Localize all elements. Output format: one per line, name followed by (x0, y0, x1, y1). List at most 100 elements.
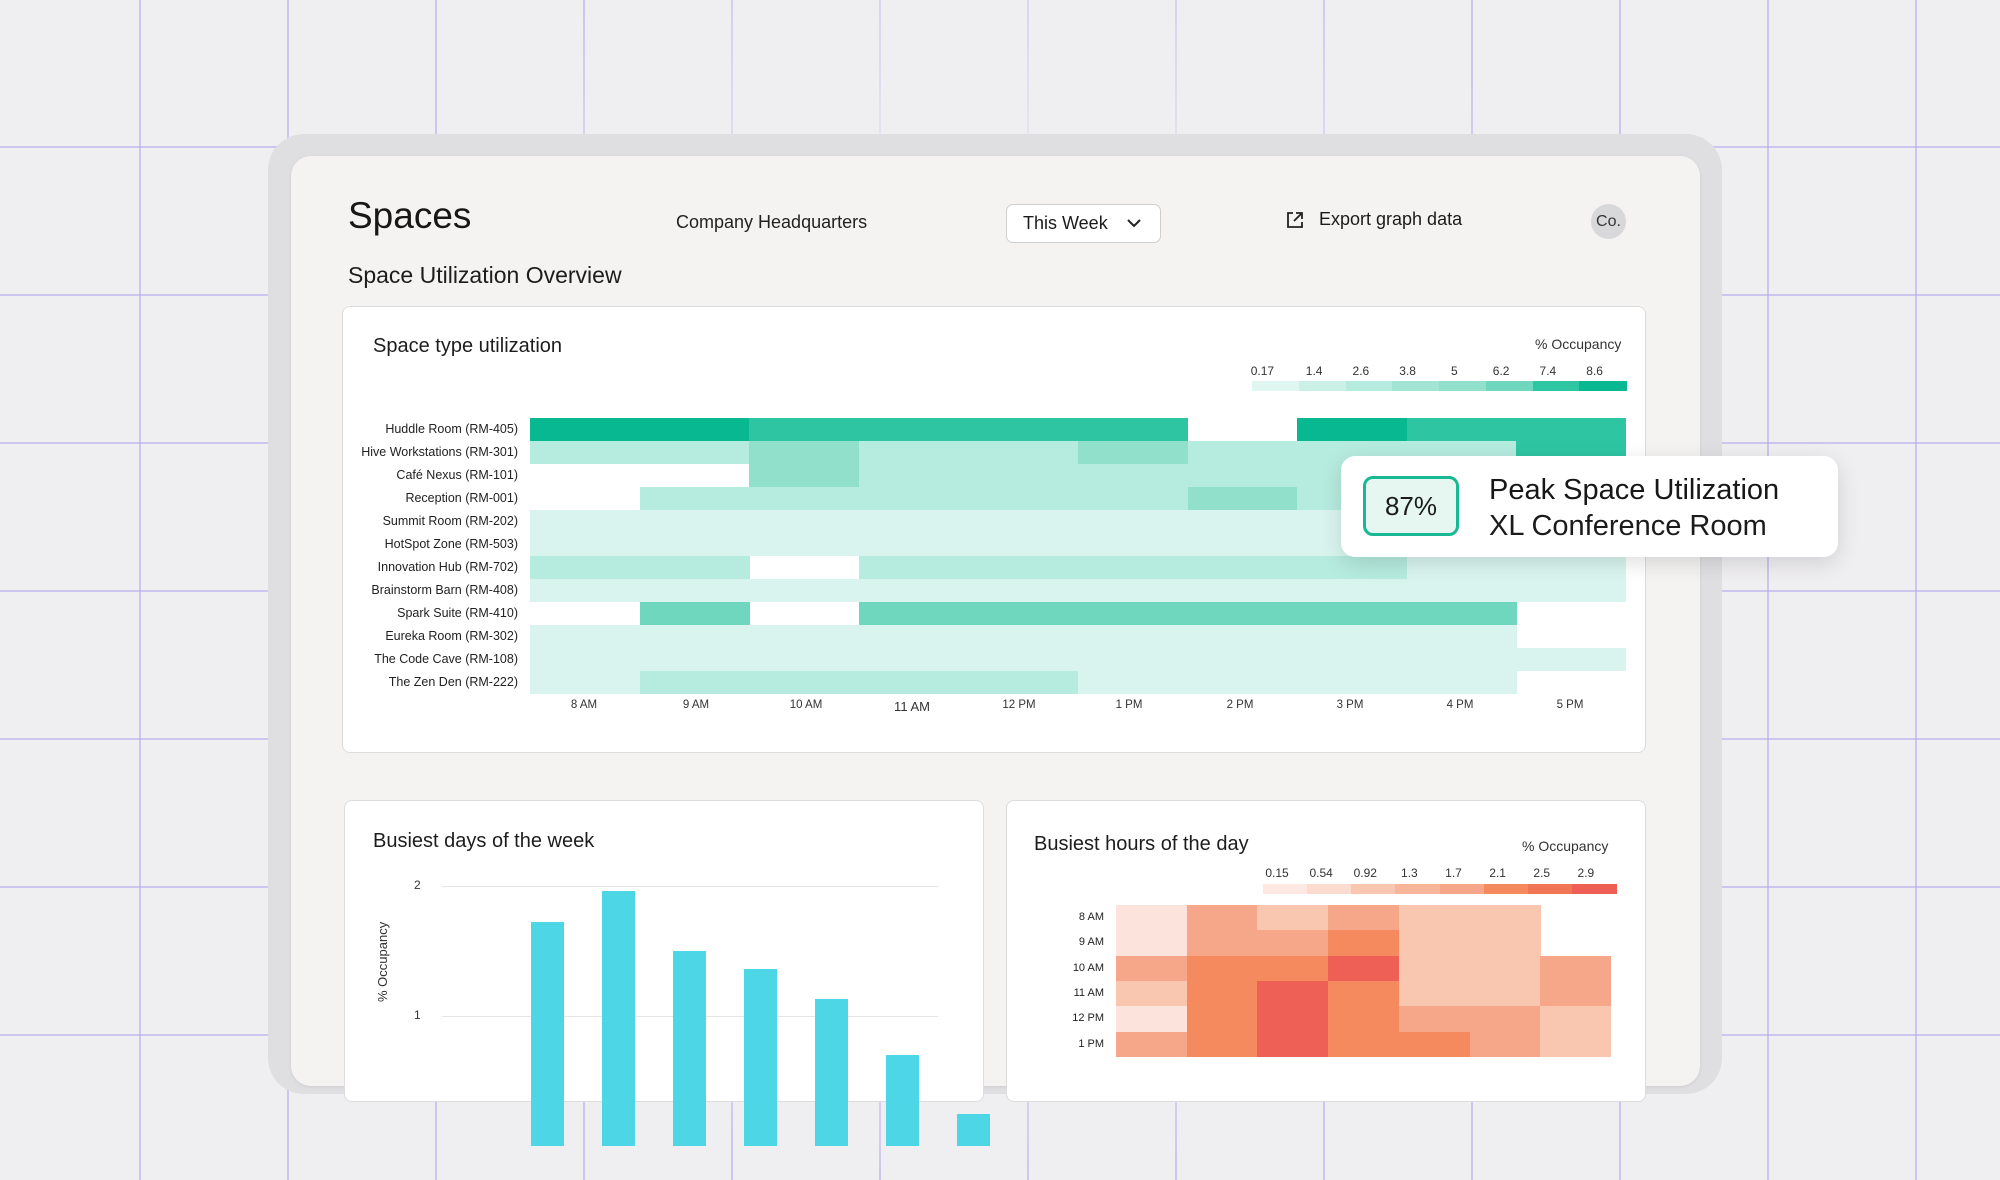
legend-tick: 2.6 (1352, 364, 1370, 378)
row-label: Reception (RM-001) (405, 491, 518, 505)
x-tick-label: 8 AM (570, 699, 598, 711)
heatmap-cell (858, 579, 969, 602)
heatmap-cell (1469, 1006, 1541, 1032)
heatmap-cell (1328, 1006, 1400, 1032)
heatmap-cell (1187, 602, 1298, 625)
location-label[interactable]: Company Headquarters (676, 212, 868, 232)
heatmap-cell (749, 418, 860, 441)
heatmap-cell (858, 625, 969, 648)
legend-tick: 1.3 (1401, 866, 1418, 880)
heatmap-cell (749, 533, 860, 556)
legend-swatch (1527, 884, 1573, 894)
heatmap-cell (1078, 671, 1189, 694)
legend-tick: 6.2 (1492, 364, 1510, 378)
heatmap-cell (1516, 556, 1627, 579)
heatmap-cell (1328, 930, 1400, 957)
export-graph-data-button[interactable]: Export graph data (1285, 209, 1462, 230)
legend-swatch (1298, 381, 1346, 391)
heatmap-cell (1540, 955, 1612, 982)
row-label: Spark Suite (RM-410) (397, 606, 518, 620)
space-chart-title: Space type utilization (373, 335, 563, 357)
heatmap-cell (1186, 955, 1258, 982)
period-select[interactable]: This Week (1006, 204, 1161, 243)
space-legend-title: % Occupancy (1535, 336, 1622, 352)
heatmap-cell (858, 510, 969, 533)
peak-value-badge: 87% (1363, 476, 1459, 536)
legend-swatch (1485, 381, 1533, 391)
heatmap-cell (1398, 1006, 1471, 1032)
heatmap-cell (1187, 464, 1298, 487)
heatmap-cell (1078, 418, 1189, 441)
x-tick-label: 1 PM (1115, 699, 1143, 711)
heatmap-cell (1187, 671, 1298, 694)
heatmap-cell (1297, 602, 1408, 625)
legend-tick: 2.9 (1577, 866, 1595, 880)
heatmap-cell (858, 602, 969, 625)
legend-tick: 8.6 (1586, 364, 1603, 378)
legend-swatch (1395, 884, 1440, 894)
row-label: 10 AM (1072, 961, 1104, 974)
heatmap-cell (1257, 905, 1329, 931)
heatmap-cell (1469, 930, 1541, 957)
legend-swatch (1252, 381, 1300, 391)
row-label: Hive Workstations (RM-301) (361, 445, 518, 459)
heatmap-cell (749, 487, 860, 510)
heatmap-cell (1328, 1031, 1400, 1058)
heatmap-cell (530, 556, 641, 579)
heatmap-cell (749, 579, 860, 602)
heatmap-cell (530, 648, 641, 671)
heatmap-cell (1186, 1031, 1258, 1058)
heatmap-cell (639, 556, 750, 579)
row-label: The Zen Den (RM-222) (388, 675, 518, 689)
heatmap-cell (530, 510, 641, 533)
heatmap-cell (1078, 602, 1189, 625)
bar (602, 891, 635, 1146)
heatmap-cell (749, 625, 860, 648)
heatmap-cell (639, 579, 750, 602)
heatmap-cell (1406, 579, 1517, 602)
row-label: Eureka Room (RM-302) (385, 629, 518, 643)
y-tick-label: 1 (414, 1008, 421, 1022)
x-tick-label: 3 PM (1336, 699, 1364, 711)
heatmap-cell (639, 602, 750, 625)
heatmap-cell (1328, 905, 1400, 931)
heatmap-cell (1187, 533, 1298, 556)
x-tick-label: 5 PM (1556, 699, 1584, 711)
heatmap-cell (1187, 625, 1298, 648)
heatmap-cell (1078, 464, 1189, 487)
heatmap-cell (1186, 1006, 1258, 1032)
heatmap-cell (1116, 1006, 1188, 1032)
avatar[interactable]: Co. (1591, 204, 1626, 239)
legend-swatch (1439, 884, 1485, 894)
heatmap-cell (1078, 533, 1189, 556)
heatmap-cell (1406, 602, 1517, 625)
legend-swatch (1351, 884, 1396, 894)
heatmap-cell (858, 464, 969, 487)
heatmap-cell (968, 648, 1079, 671)
y-tick-label: 2 (414, 878, 421, 892)
legend-swatch (1579, 381, 1627, 391)
heatmap-cell (1297, 671, 1408, 694)
legend-swatch (1439, 381, 1487, 391)
heatmap-cell (1116, 930, 1188, 957)
heatmap-cell (1540, 980, 1612, 1007)
heatmap-cell (1257, 930, 1329, 957)
heatmap-cell (1297, 625, 1408, 648)
heatmap-cell (1078, 487, 1189, 510)
x-tick-label: 9 AM (682, 699, 710, 711)
heatmap-cell (1257, 1006, 1329, 1032)
heatmap-cell (858, 533, 969, 556)
section-title: Space Utilization Overview (348, 262, 622, 288)
heatmap-cell (749, 671, 860, 694)
heatmap-cell (1516, 648, 1627, 671)
heatmap-cell (858, 648, 969, 671)
export-label: Export graph data (1319, 209, 1463, 229)
heatmap-cell (1116, 905, 1188, 931)
legend-swatch (1571, 884, 1617, 894)
heatmap-cell (1187, 510, 1298, 533)
heatmap-cell (968, 579, 1079, 602)
heatmap-cell (968, 441, 1079, 464)
heatmap-cell (639, 510, 750, 533)
heatmap-cell (1469, 1031, 1541, 1058)
heatmap-cell (530, 441, 641, 464)
